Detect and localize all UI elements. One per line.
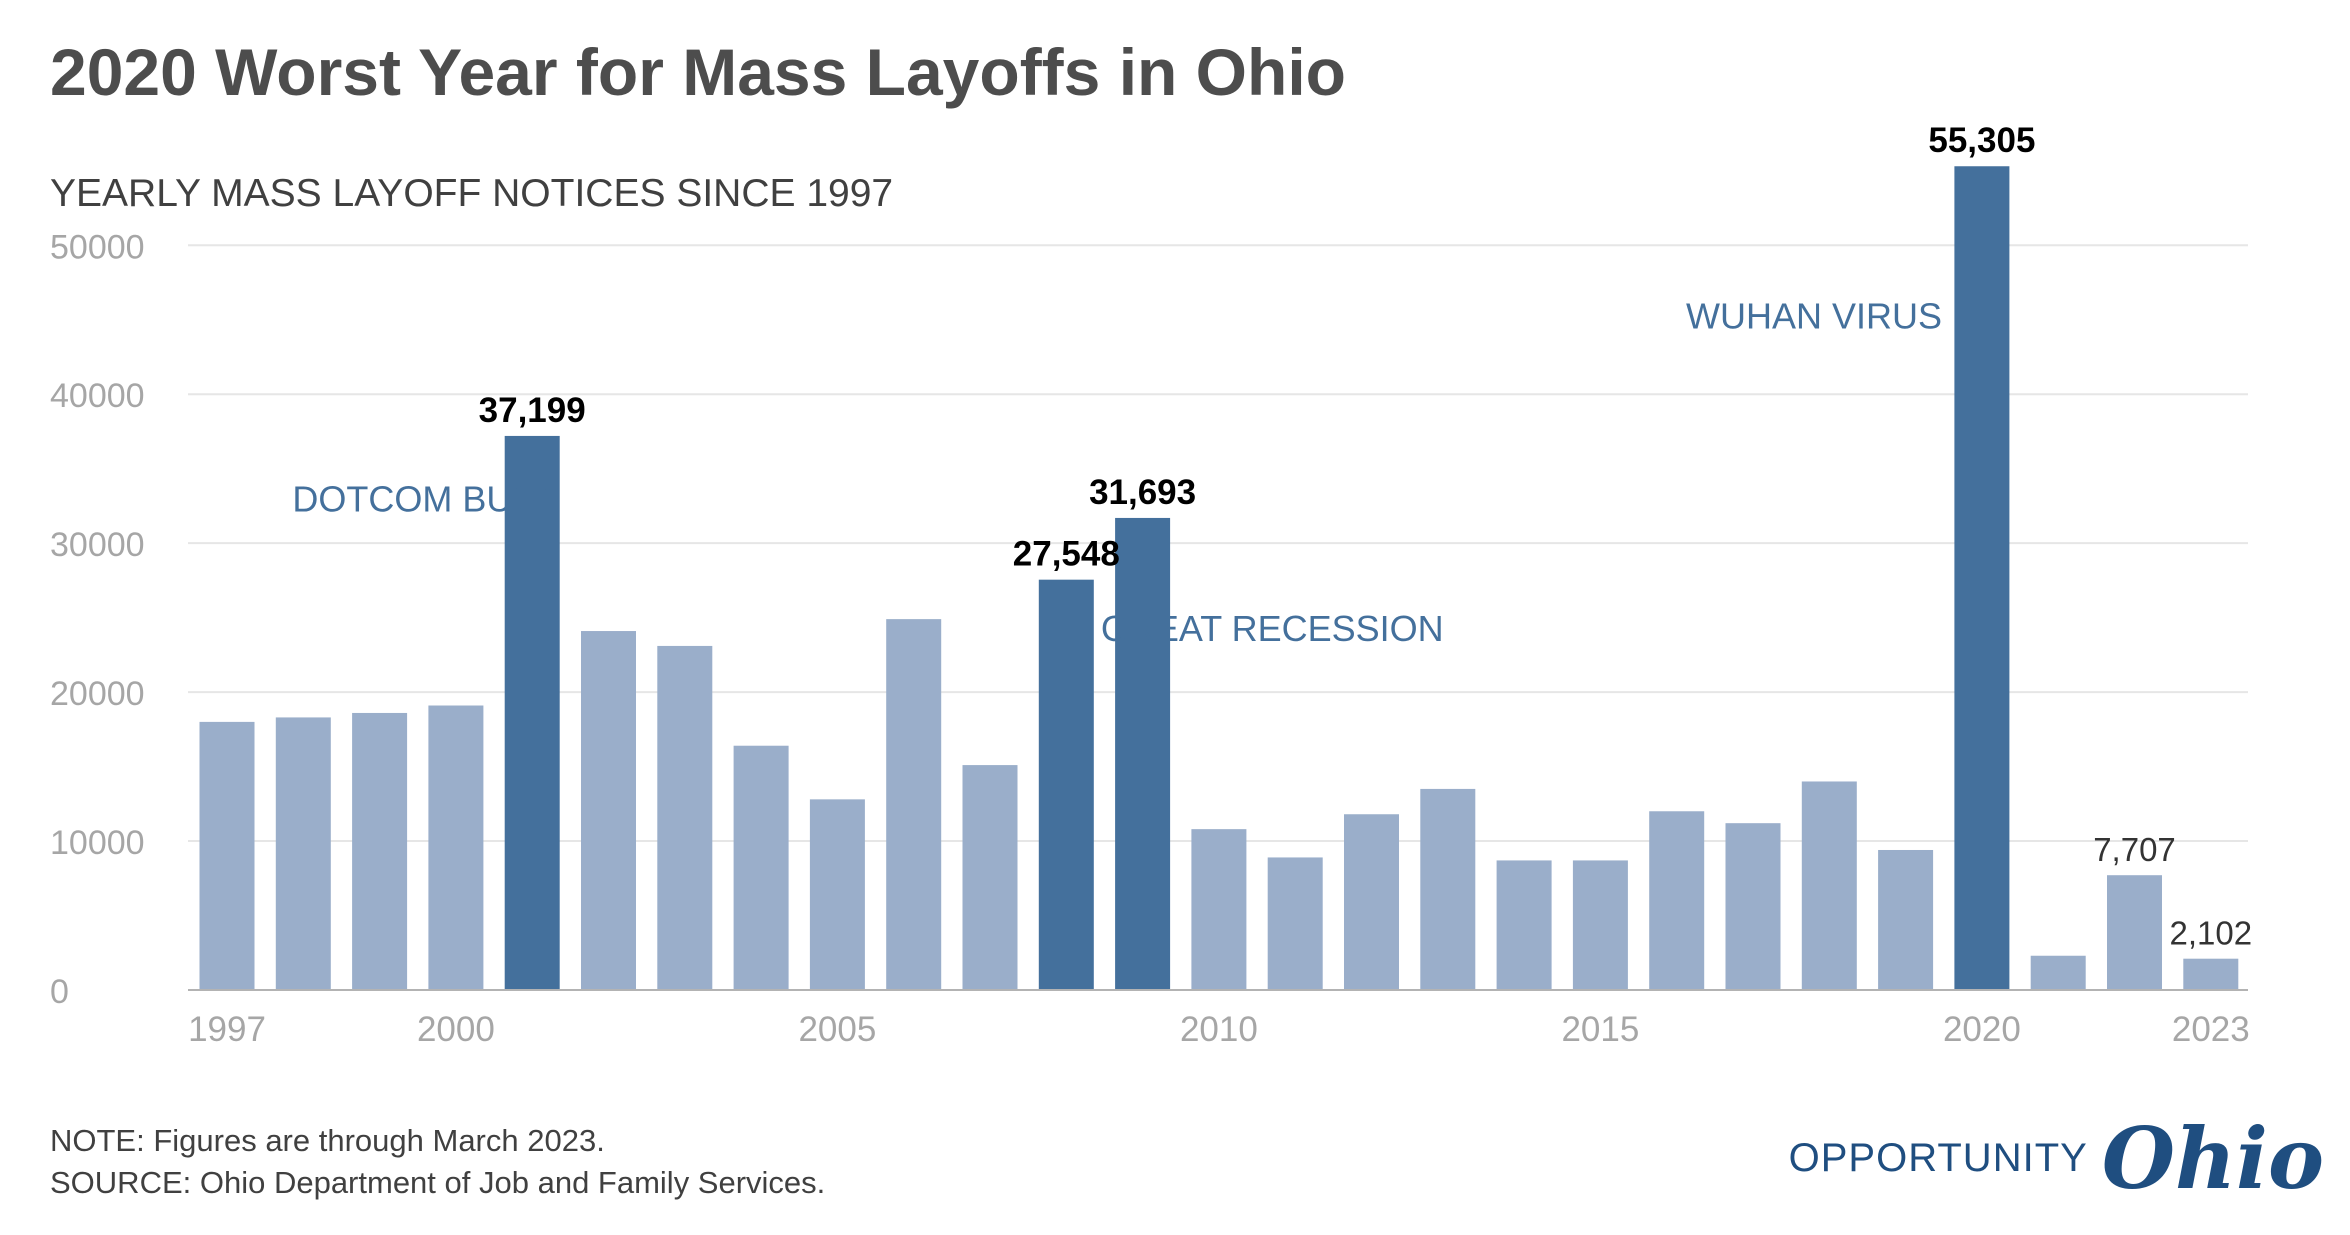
bar-2022 [2107,875,2162,990]
data-label: 37,199 [479,391,586,430]
bar-2002 [581,631,636,990]
x-tick-label: 2000 [417,1010,495,1049]
bar-2021 [2030,955,2086,990]
note-line: NOTE: Figures are through March 2023. [50,1123,605,1158]
data-label: 7,707 [2093,831,2176,868]
bar-2010 [1191,829,1247,990]
x-tick-label: 2015 [1561,1010,1639,1049]
bar-2007 [962,765,1018,990]
data-label: 27,548 [1013,535,1120,574]
y-tick-label: 20000 [50,675,145,713]
logo-script: Ohio [2101,1108,2324,1208]
bar-2023 [2183,958,2239,990]
data-label: 55,305 [1928,121,2035,160]
bar-2001 [504,435,560,991]
x-tick-label: 2005 [798,1010,876,1049]
bar-1997 [199,721,255,990]
logo-word: OPPORTUNITY [1788,1135,2088,1180]
bar-2017 [1725,823,1781,990]
bar-2003 [657,645,713,990]
bar-2004 [733,745,789,990]
y-tick-label: 30000 [50,526,145,564]
annotation-label: WUHAN VIRUS [1686,295,1942,336]
y-tick-label: 40000 [50,377,145,415]
bar-2000 [428,705,484,990]
bar-1998 [275,717,331,990]
bar-2011 [1267,857,1323,990]
bar-2019 [1878,849,1934,990]
bar-2005 [809,799,865,990]
bar-2016 [1649,811,1705,990]
bar-2015 [1572,860,1628,990]
bar-2014 [1496,860,1552,990]
y-tick-label: 10000 [50,824,145,862]
bar-2018 [1801,781,1857,990]
annotation-label: GREAT RECESSION [1101,608,1444,649]
footnote: NOTE: Figures are through March 2023. SO… [50,1120,825,1204]
x-tick-label: 1997 [188,1010,266,1049]
data-label: 2,102 [2170,915,2253,952]
source-line: SOURCE: Ohio Department of Job and Famil… [50,1165,826,1200]
x-tick-label: 2023 [2172,1010,2250,1049]
x-tick-label: 2010 [1180,1010,1258,1049]
bar-2008 [1038,579,1094,990]
opportunity-ohio-logo: OPPORTUNITY Ohio [1789,1108,2324,1208]
y-tick-label: 0 [50,973,69,1011]
annotation-label: DOTCOM BUST [292,478,558,519]
chart-title: 2020 Worst Year for Mass Layoffs in Ohio [50,35,1346,109]
bar-1999 [352,712,408,990]
bar-2006 [886,619,942,990]
x-tick-label: 2020 [1943,1010,2021,1049]
bar-2009 [1115,517,1171,990]
chart-subtitle: YEARLY MASS LAYOFF NOTICES SINCE 1997 [50,172,894,215]
bar-2013 [1420,788,1476,990]
data-label: 31,693 [1089,473,1196,512]
y-tick-label: 50000 [50,228,145,266]
bar-2012 [1344,814,1399,990]
bar-2020 [1954,166,2010,990]
